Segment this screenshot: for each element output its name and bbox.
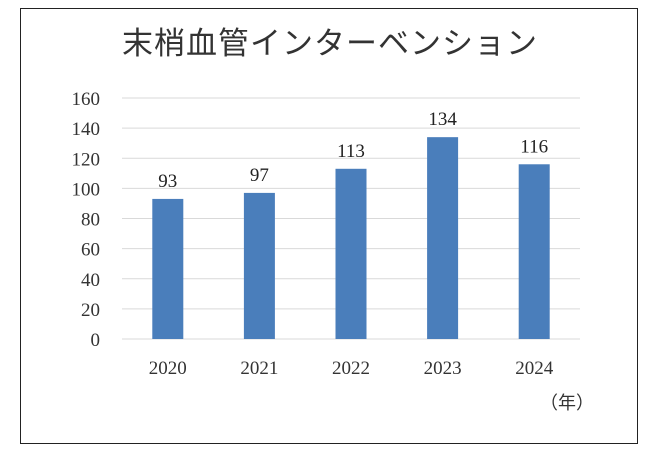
x-axis-ticks: 2020 2021 2022 2023 2024 <box>149 358 554 379</box>
data-label-2024: 116 <box>520 136 548 157</box>
y-tick-label: 140 <box>72 119 101 140</box>
x-tick-label-2022: 2022 <box>332 358 370 379</box>
data-label-2023: 134 <box>428 109 457 130</box>
bar-2020 <box>152 198 184 339</box>
x-tick-label-2023: 2023 <box>424 358 462 379</box>
data-label-2021: 97 <box>250 165 269 186</box>
y-tick-label: 20 <box>81 300 100 321</box>
x-axis-unit-label: （年） <box>540 393 594 414</box>
y-tick-label: 40 <box>81 270 100 291</box>
x-tick-label-2021: 2021 <box>240 358 278 379</box>
data-label-2022: 113 <box>337 141 365 162</box>
bar-2022 <box>335 168 367 339</box>
x-tick-label-2020: 2020 <box>149 358 187 379</box>
y-tick-label: 120 <box>72 149 101 170</box>
chart-title: 末梢血管インターベンション <box>122 26 538 62</box>
x-tick-label-2024: 2024 <box>515 358 554 379</box>
y-tick-label: 100 <box>72 179 101 200</box>
y-tick-label: 60 <box>81 240 100 261</box>
bar-2024 <box>518 164 550 339</box>
y-axis-ticks: 0 20 40 60 80 100 120 140 160 <box>72 89 101 351</box>
y-tick-label: 80 <box>81 210 100 231</box>
y-tick-label: 0 <box>91 330 101 351</box>
bar-2021 <box>243 192 275 339</box>
data-label-2020: 93 <box>158 171 177 192</box>
bars <box>152 137 550 339</box>
data-labels: 93 97 113 134 116 <box>158 109 548 192</box>
y-tick-label: 160 <box>72 89 101 110</box>
bar-2023 <box>427 137 459 339</box>
